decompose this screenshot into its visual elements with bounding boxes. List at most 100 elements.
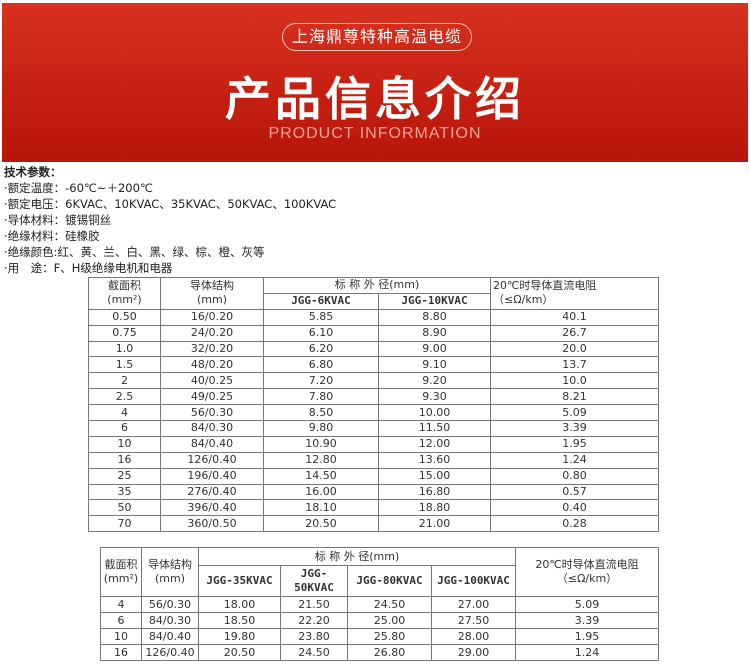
specs-heading: 技术参数： [4,165,62,179]
table-row: 2 40/0.25 7.20 9.20 10.0 [88,372,660,390]
cell-area: 35 [88,483,161,501]
cell-od-6kv: 12.80 [263,451,379,469]
cell-area: 16 [88,451,161,469]
table-row: 10 84/0.40 19.80 23.80 25.80 28.00 1.95 [100,628,660,645]
cell-resistance: 20.0 [490,340,660,358]
cell-od-6kv: 14.50 [263,467,379,485]
cell-od-6kv: 5.85 [263,308,379,326]
company-badge: 上海鼎尊特种高温电缆 [282,23,472,51]
cell-structure: 24/0.20 [160,324,264,342]
header-area: 截面积 (mm²) [100,547,142,597]
cell-area: 25 [88,467,161,485]
cell-structure: 84/0.30 [141,612,199,629]
cell-resistance: 0.80 [490,467,660,485]
cell-structure: 84/0.30 [160,420,264,437]
cell-od-6kv: 6.10 [263,324,379,342]
cell-od-10kv: 9.30 [377,388,492,406]
cell-resistance: 40.1 [490,308,660,326]
cell-area: 2.5 [88,388,161,406]
cell-od-50kv: 24.50 [280,644,348,661]
header-outer-diameter: 标 称 外 径(mm) [262,277,492,294]
table-row: 70 360/0.50 20.50 21.00 0.28 [88,515,660,533]
cell-area: 10 [88,435,161,453]
cell-od-80kv: 25.00 [347,612,432,629]
cell-structure: 84/0.40 [141,628,199,645]
cell-od-6kv: 6.80 [263,356,379,374]
cell-od-6kv: 7.20 [263,372,379,390]
cell-structure: 396/0.40 [160,499,264,517]
cell-area: 6 [100,612,142,629]
table-header-row: 截面积 (mm²) 导体结构 (mm) 标 称 外 径(mm) 20℃时导体直流电阻… [100,547,660,597]
header-structure: 导体结构 (mm) [141,547,199,597]
cell-od-10kv: 18.80 [377,499,492,517]
table-row: 16 126/0.40 12.80 13.60 1.24 [88,451,660,469]
cell-resistance: 5.09 [515,596,660,613]
spec-table-high-voltage: 截面积 (mm²) 导体结构 (mm) 标 称 外 径(mm) 20℃时导体直流电阻… [100,547,660,661]
cell-od-6kv: 7.80 [263,388,379,406]
cell-od-10kv: 8.80 [377,308,492,326]
table-row: 2.5 49/0.25 7.80 9.30 8.21 [88,388,660,406]
cell-resistance: 1.95 [490,435,660,453]
cell-od-6kv: 18.10 [263,499,379,517]
table-row: 50 396/0.40 18.10 18.80 0.40 [88,499,660,517]
cell-od-10kv: 9.00 [377,340,492,358]
table-row: 1.5 48/0.20 6.80 9.10 13.7 [88,356,660,374]
header-model: JGG-100KVAC [430,565,517,597]
cell-od-50kv: 22.20 [280,612,348,629]
spec-line: ·额定电压：6KVAC、10KVAC、35KVAC、50KVAC、100KVAC [4,197,337,211]
cell-area: 1.5 [88,356,161,374]
cell-structure: 360/0.50 [160,515,264,533]
cell-structure: 126/0.40 [160,451,264,469]
header-model: JGG-10KVAC [377,292,492,310]
cell-resistance: 3.39 [490,420,660,437]
cell-resistance: 3.39 [515,612,660,629]
cell-od-100kv: 27.50 [430,612,517,629]
header-area: 截面积 (mm²) [88,277,161,310]
cell-resistance: 10.0 [490,372,660,390]
cell-resistance: 0.40 [490,499,660,517]
spec-line: ·导体材料：镀锡铜丝 [4,213,112,227]
cell-resistance: 26.7 [490,324,660,342]
table-row: 4 56/0.30 18.00 21.50 24.50 27.00 5.09 [100,596,660,613]
cell-od-6kv: 10.90 [263,435,379,453]
cell-area: 50 [88,499,161,517]
header-structure: 导体结构 (mm) [160,277,264,310]
cell-resistance: 1.24 [515,644,660,661]
header-outer-diameter: 标 称 外 径(mm) [197,547,517,566]
cell-structure: 40/0.25 [160,372,264,390]
cell-od-100kv: 28.00 [430,628,517,645]
cell-od-10kv: 21.00 [377,515,492,533]
cell-od-6kv: 6.20 [263,340,379,358]
cell-od-10kv: 10.00 [377,404,492,422]
cell-area: 16 [100,644,142,661]
cell-area: 4 [100,596,142,613]
cell-resistance: 0.28 [490,515,660,533]
cell-structure: 84/0.40 [160,435,264,453]
cell-od-6kv: 9.80 [263,420,379,437]
spec-table-low-voltage: 截面积 (mm²) 导体结构 (mm) 标 称 外 径(mm) 20℃时导体直流电阻… [88,277,660,533]
cell-area: 4 [88,404,161,422]
tech-specs: 技术参数： ·额定温度：-60℃~＋200℃ ·额定电压：6KVAC、10KVA… [4,164,336,276]
cell-od-100kv: 29.00 [430,644,517,661]
table-row: 1.0 32/0.20 6.20 9.00 20.0 [88,340,660,358]
cell-structure: 32/0.20 [160,340,264,358]
cell-od-6kv: 20.50 [263,515,379,533]
cell-resistance: 13.7 [490,356,660,374]
table-row: 35 276/0.40 16.00 16.80 0.57 [88,483,660,501]
cell-structure: 56/0.30 [160,404,264,422]
cell-area: 10 [100,628,142,645]
cell-od-35kv: 19.80 [198,628,281,645]
cell-resistance: 8.21 [490,388,660,406]
cell-structure: 126/0.40 [141,644,199,661]
cell-area: 0.75 [88,324,161,342]
spec-line: ·绝缘材料：硅橡胶 [4,229,100,243]
cell-od-50kv: 21.50 [280,596,348,613]
header-resistance: 20℃时导体直流电阻 （≤Ω/km） [515,547,660,597]
cell-od-6kv: 8.50 [263,404,379,422]
table-row: 0.75 24/0.20 6.10 8.90 26.7 [88,324,660,342]
header-model: JGG-6KVAC [263,292,379,310]
header-resistance: 20℃时导体直流电阻 （≤Ω/km） [490,277,660,310]
cell-od-10kv: 15.00 [377,467,492,485]
spec-line: ·绝缘颜色:红、黄、兰、白、黑、绿、棕、橙、灰等 [4,245,265,259]
header-banner: 上海鼎尊特种高温电缆 产品信息介绍 PRODUCT INFORMATION [2,3,748,162]
